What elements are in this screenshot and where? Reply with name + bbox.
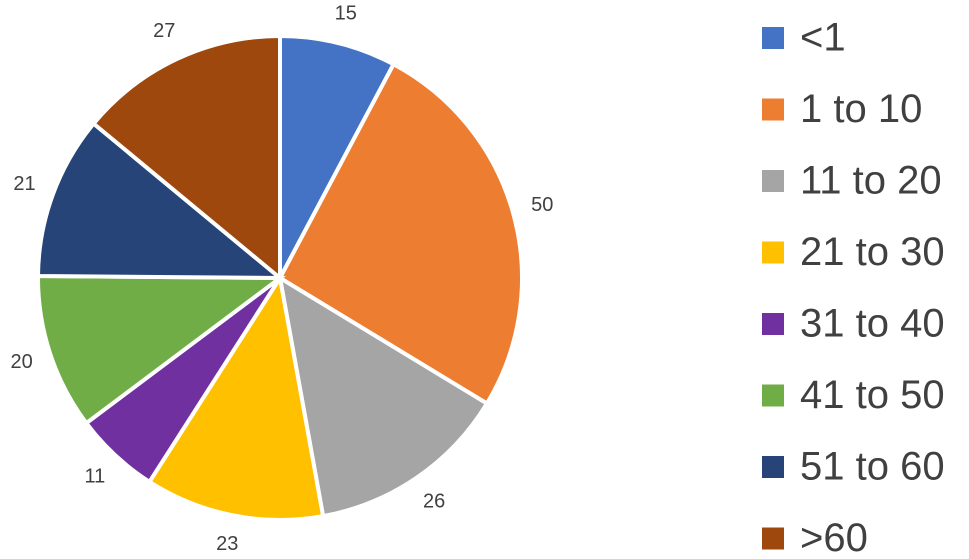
legend-swatch [762, 98, 784, 121]
legend-label: 21 to 30 [800, 230, 945, 274]
pie-slice [277, 61, 524, 407]
legend-label: 51 to 60 [800, 445, 945, 489]
pie-slice [278, 33, 397, 279]
legend-label: >60 [800, 516, 868, 559]
legend-label: 1 to 10 [800, 87, 922, 131]
legend-swatch [762, 384, 784, 407]
data-label: 27 [153, 20, 175, 42]
pie-slice [36, 274, 286, 426]
legend-swatch [762, 313, 784, 335]
legend-swatch [762, 170, 784, 192]
legend-label: <1 [800, 16, 846, 60]
legend-swatch [762, 241, 784, 264]
data-label: 23 [216, 533, 238, 555]
pie-slice [35, 120, 286, 281]
data-label: 20 [10, 351, 32, 373]
pie-slice [277, 273, 490, 519]
legend-swatch [762, 27, 784, 49]
data-label: 50 [531, 194, 553, 216]
legend-label: 41 to 50 [800, 373, 945, 417]
data-label: 15 [335, 2, 357, 24]
legend-label: 11 to 20 [800, 159, 942, 203]
legend-swatch [762, 527, 784, 550]
pie-slice [146, 272, 326, 522]
legend-swatch [762, 456, 784, 478]
data-label: 26 [423, 490, 445, 512]
data-label: 11 [84, 466, 105, 488]
pie-slice [90, 33, 282, 283]
legend-label: 31 to 40 [800, 302, 945, 346]
data-label: 21 [13, 173, 35, 195]
